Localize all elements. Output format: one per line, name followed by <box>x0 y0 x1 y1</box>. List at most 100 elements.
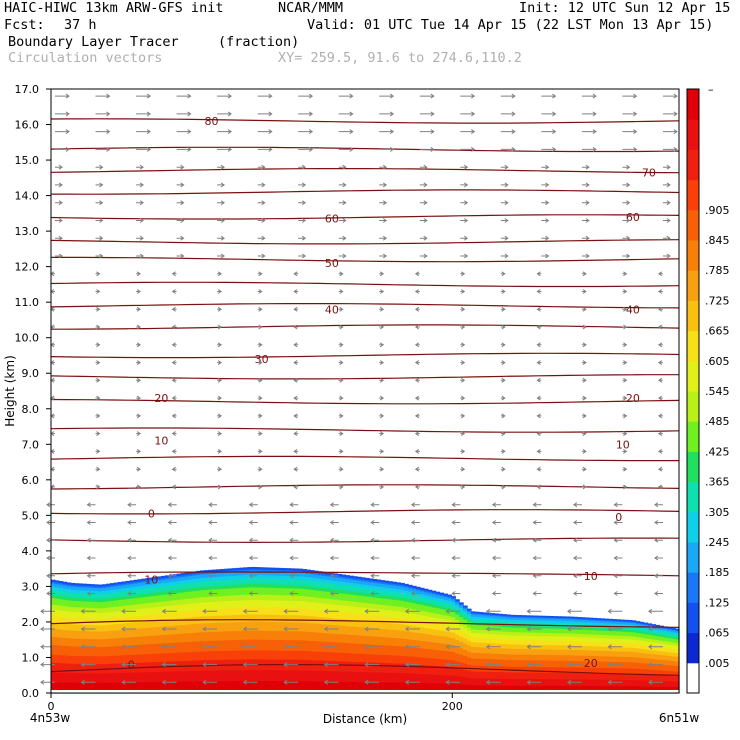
wind-vector <box>364 626 380 632</box>
wind-vector <box>662 200 671 206</box>
wind-vector <box>541 129 557 135</box>
wind-vector <box>248 591 258 596</box>
wind-vector <box>581 271 587 277</box>
wind-vector <box>572 520 582 525</box>
wind-vector <box>581 448 587 454</box>
wind-vector <box>217 129 233 135</box>
wind-vector <box>451 573 461 579</box>
wind-vector <box>242 626 258 632</box>
wind-vector <box>338 271 344 277</box>
wind-vector <box>40 662 55 668</box>
wind-vector <box>657 342 663 348</box>
wind-vector <box>379 448 385 454</box>
wind-vector <box>248 555 258 561</box>
wind-vector <box>55 164 63 170</box>
wind-vector <box>657 271 663 277</box>
wind-vector <box>208 502 218 508</box>
y-tick-label: 15.0 <box>15 154 40 167</box>
wind-vector <box>662 164 671 170</box>
wind-vector <box>257 413 263 419</box>
wind-vector <box>136 466 142 472</box>
wind-vector <box>500 111 516 117</box>
wind-vector <box>460 253 469 259</box>
wind-vector <box>647 608 663 614</box>
wind-vector <box>460 164 469 170</box>
wind-vector <box>338 431 344 437</box>
wind-vector <box>613 520 623 525</box>
wind-vector <box>379 182 388 188</box>
y-tick-label: 8.0 <box>22 403 40 416</box>
wind-vector <box>136 431 142 437</box>
wind-vector <box>298 93 314 99</box>
wind-vector <box>55 146 70 152</box>
wind-vector <box>95 484 101 490</box>
wind-vector <box>95 182 104 188</box>
isentrope-line <box>50 146 680 153</box>
wind-vector <box>217 235 226 241</box>
wind-vector <box>419 182 428 188</box>
isentrope-line <box>50 537 680 544</box>
wind-vector <box>500 200 509 206</box>
overlay-name: Circulation vectors <box>8 50 163 66</box>
wind-vector <box>500 342 506 348</box>
colorbar-swatch <box>687 360 699 392</box>
wind-vector <box>55 253 63 259</box>
wind-vector <box>662 218 671 223</box>
wind-vector <box>208 555 218 561</box>
wind-vector <box>613 573 623 579</box>
wind-vector <box>500 253 509 259</box>
y-tick-label: 13.0 <box>15 225 40 238</box>
wind-vector <box>410 537 420 543</box>
wind-vector <box>500 448 506 454</box>
wind-vector <box>338 182 347 188</box>
wind-vector <box>541 200 550 206</box>
wind-vector <box>572 537 582 543</box>
wind-vector <box>202 679 218 685</box>
wind-vector <box>379 431 385 437</box>
wind-vector <box>95 324 101 330</box>
wind-vector <box>176 129 192 135</box>
wind-vector <box>136 111 152 117</box>
wind-vector <box>622 164 631 170</box>
wind-vector <box>257 466 263 472</box>
wind-vector <box>298 164 307 170</box>
wind-vector <box>622 235 631 241</box>
contour-label: 60 <box>325 213 339 226</box>
wind-vector <box>217 271 223 277</box>
wind-vector <box>404 679 420 685</box>
wind-vector <box>171 360 177 366</box>
wind-vector <box>338 395 344 401</box>
wind-vector <box>566 679 582 685</box>
wind-vector <box>541 93 557 99</box>
wind-vector <box>95 253 104 259</box>
isentrope-line <box>50 352 680 359</box>
wind-vector <box>257 484 263 490</box>
wind-vector <box>329 591 339 596</box>
wind-vector <box>622 182 631 188</box>
wind-vector <box>445 626 461 632</box>
wind-vector <box>581 111 597 117</box>
wind-vector <box>86 555 96 561</box>
wind-vector <box>55 235 63 241</box>
y-tick-label: 5.0 <box>22 509 40 522</box>
wind-vector <box>86 591 96 596</box>
wind-vector <box>248 537 258 543</box>
wind-vector <box>217 306 223 312</box>
wind-vector <box>40 608 55 614</box>
wind-vector <box>379 235 388 241</box>
wind-vector <box>171 377 177 383</box>
wind-vector <box>176 164 185 170</box>
wind-vector <box>491 591 501 596</box>
wind-vector <box>500 271 506 277</box>
wind-vector <box>257 129 273 135</box>
wind-vector <box>451 537 461 543</box>
wind-vector <box>289 502 299 508</box>
wind-vector <box>419 235 428 241</box>
wind-vector <box>532 591 542 596</box>
wind-vector <box>460 182 469 188</box>
wind-vector <box>532 537 542 543</box>
wind-vector <box>500 164 509 170</box>
wind-vector <box>217 431 223 437</box>
colorbar-label: .005 <box>705 657 730 670</box>
wind-vector <box>338 253 347 259</box>
